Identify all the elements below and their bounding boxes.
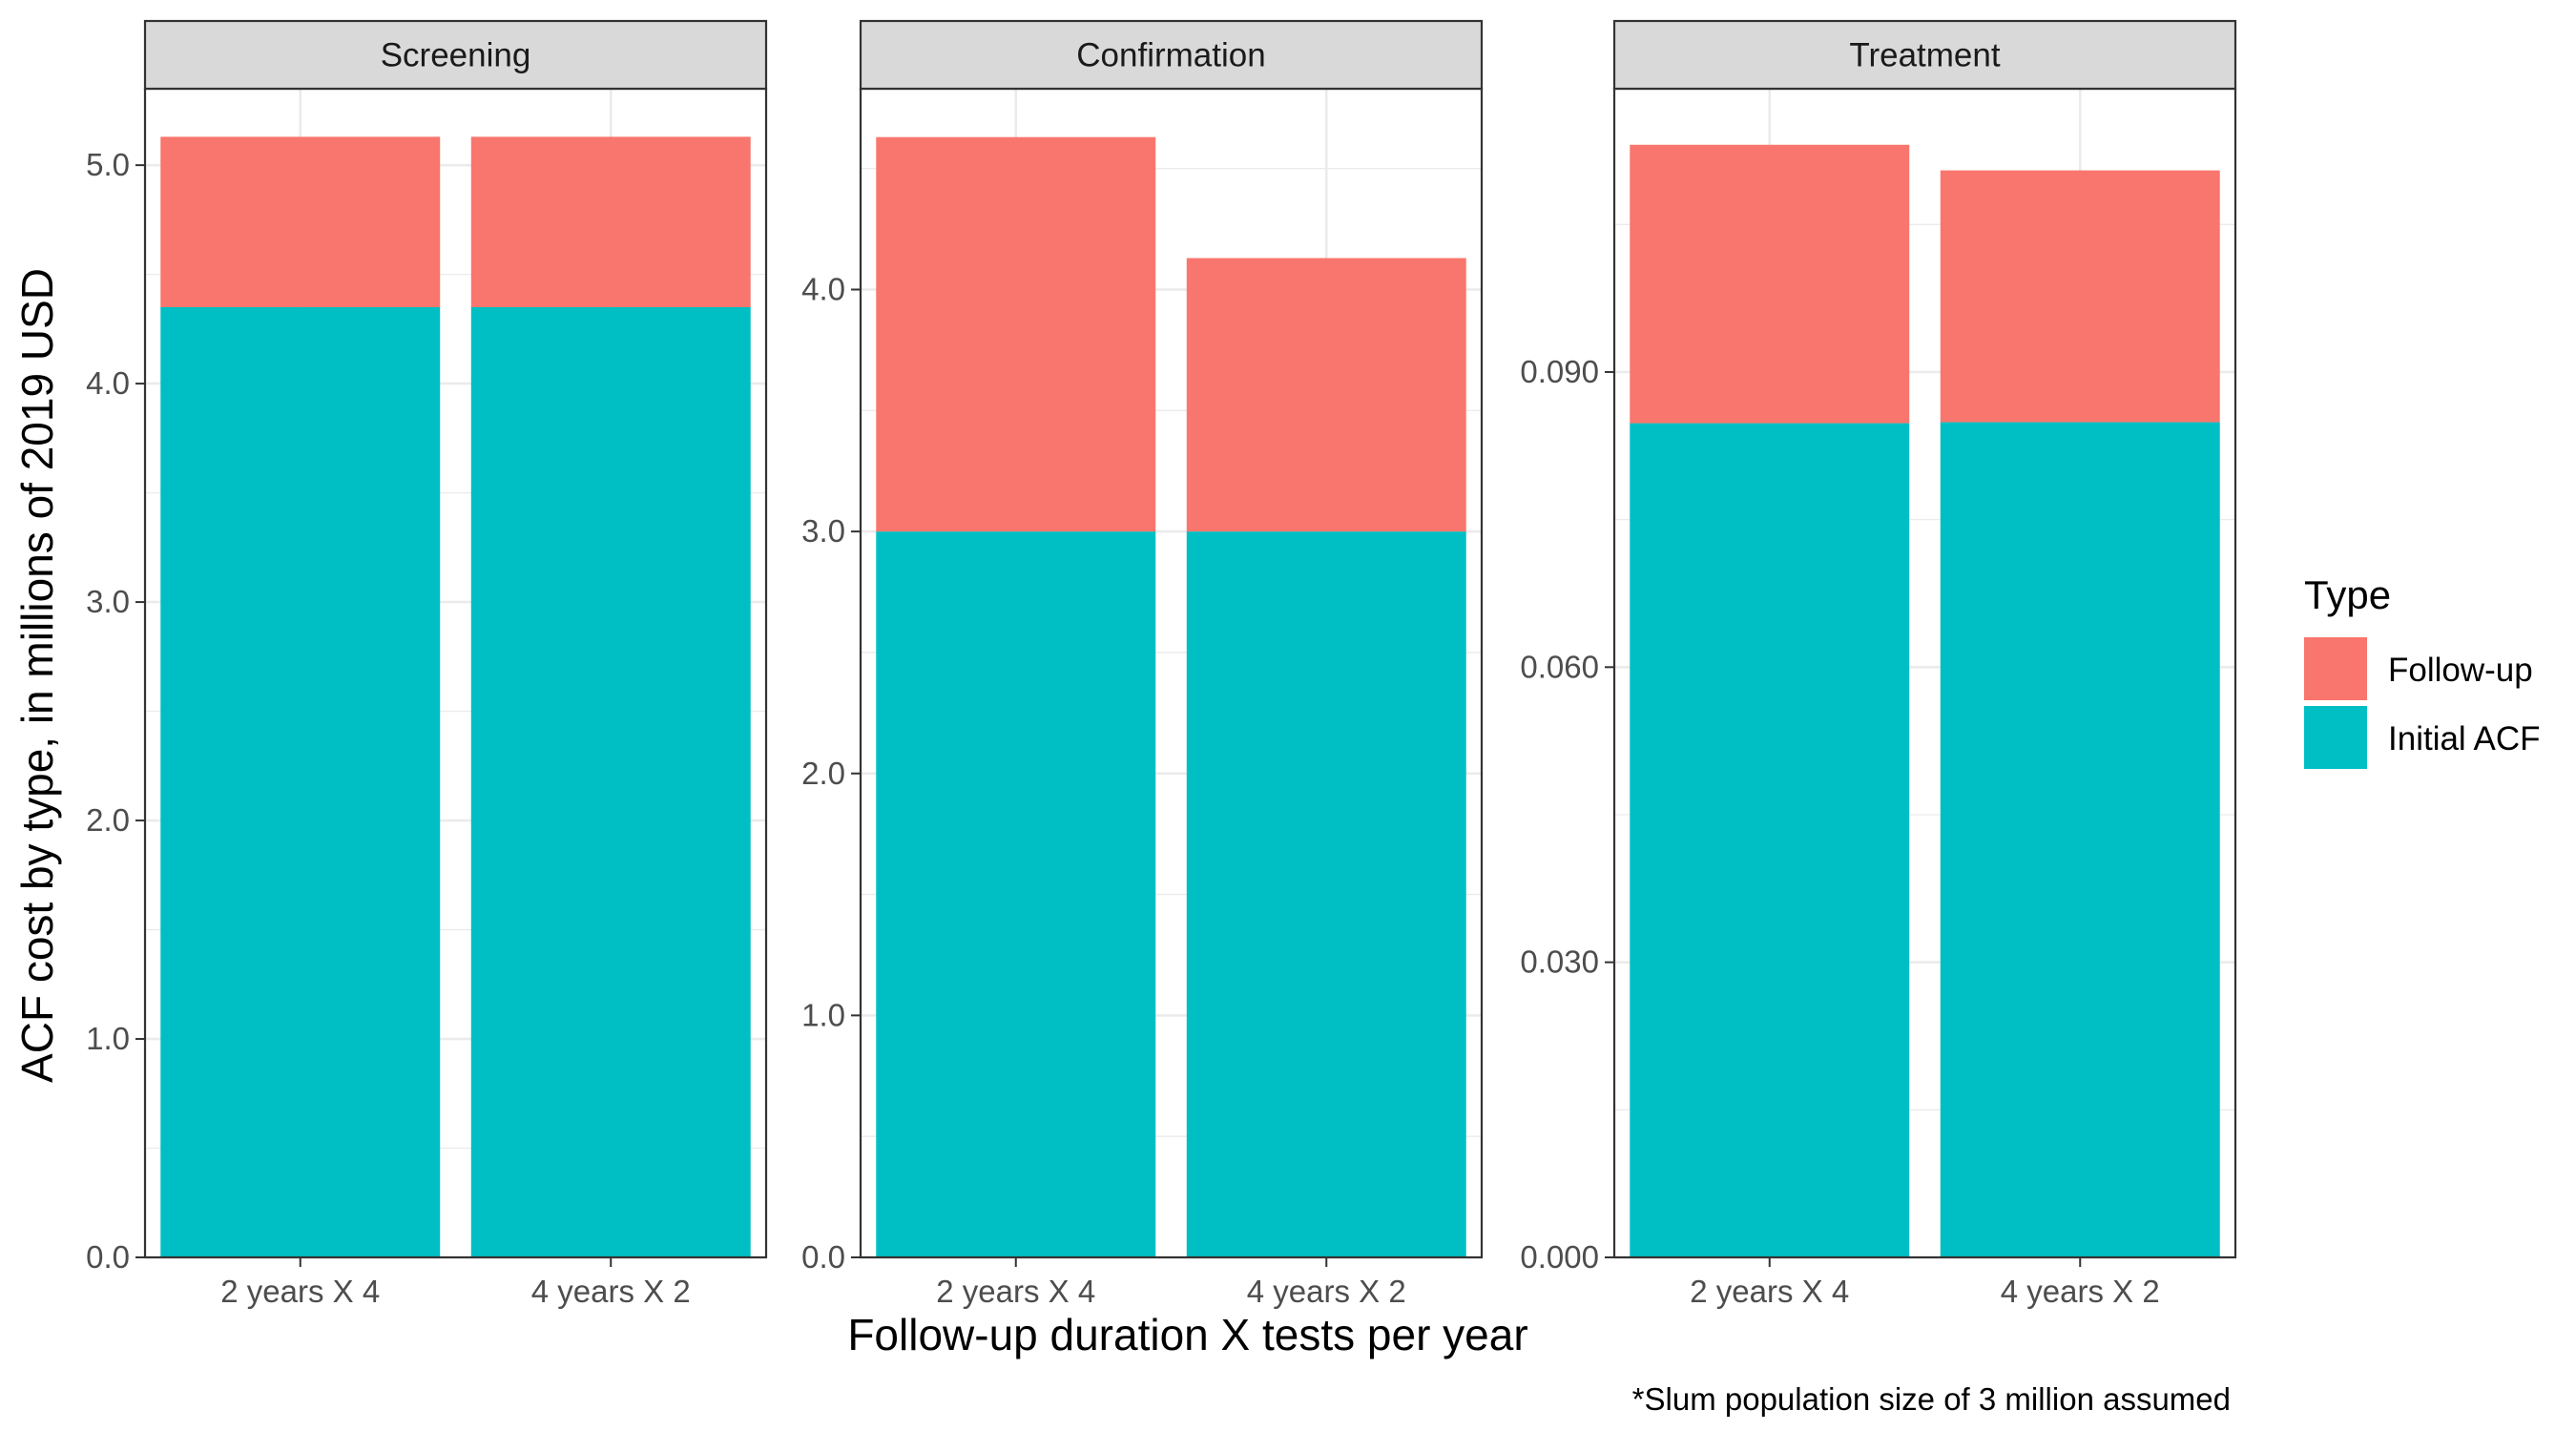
bar-initial-acf-4-years-x-2 xyxy=(1186,531,1466,1257)
y-tick-label: 4.0 xyxy=(801,272,845,307)
legend-label-initial-acf: Initial ACF xyxy=(2388,720,2541,757)
legend-swatch-follow-up xyxy=(2304,637,2367,700)
panel-confirmation: 0.0 1.0 2.0 3.0 4.0 2 years X 4 4 years X 2 Con… xyxy=(801,19,1484,1309)
y-tick-label: 1.0 xyxy=(801,997,845,1032)
y-tick-label: 0.0 xyxy=(801,1239,845,1275)
y-tick-label: 0.090 xyxy=(1520,354,1599,389)
y-tick-label: 0.0 xyxy=(86,1239,130,1275)
bar-follow-up-2-years-x-4 xyxy=(1630,144,1910,424)
bar-initial-acf-2-years-x-4 xyxy=(160,306,441,1258)
y-tick-label: 0.030 xyxy=(1520,944,1599,980)
x-tick-label: 4 years X 2 xyxy=(531,1274,691,1309)
panels-layer: 0.0 1.0 2.0 3.0 4.0 5.0 2 years X 4 4 years X 2… xyxy=(86,19,2237,1309)
legend-title: Type xyxy=(2304,572,2391,617)
y-tick-label: 0.000 xyxy=(1520,1239,1599,1275)
y-tick-label: 5.0 xyxy=(86,147,130,182)
x-tick-label: 4 years X 2 xyxy=(1247,1274,1406,1309)
bar-follow-up-2-years-x-4 xyxy=(876,136,1156,532)
y-tick-label: 2.0 xyxy=(801,756,845,791)
x-tick-label: 2 years X 4 xyxy=(936,1274,1095,1309)
panel-treatment: 0.000 0.030 0.060 0.090 2 years X 4 4 years X… xyxy=(1520,19,2237,1309)
y-tick-label: 4.0 xyxy=(86,365,130,401)
x-tick-label: 4 years X 2 xyxy=(2001,1274,2160,1309)
bar-initial-acf-4-years-x-2 xyxy=(470,306,751,1258)
x-axis-title: Follow-up duration X tests per year xyxy=(847,1310,1527,1359)
bar-follow-up-4-years-x-2 xyxy=(470,136,751,307)
bar-initial-acf-2-years-x-4 xyxy=(1630,423,1910,1257)
strip-confirmation xyxy=(859,19,1484,91)
legend-label-follow-up: Follow-up xyxy=(2388,652,2533,689)
y-tick-label: 2.0 xyxy=(86,802,130,838)
strip-treatment xyxy=(1612,19,2237,91)
bar-follow-up-4-years-x-2 xyxy=(1940,170,2220,423)
bar-follow-up-2-years-x-4 xyxy=(160,136,441,307)
legend-swatch-initial-acf xyxy=(2304,706,2367,769)
caption: *Slum population size of 3 million assum… xyxy=(1632,1381,2231,1417)
y-tick-label: 3.0 xyxy=(801,513,845,549)
y-axis-title: ACF cost by type, in millions of 2019 US… xyxy=(12,268,62,1083)
bar-initial-acf-2-years-x-4 xyxy=(876,531,1156,1257)
strip-label-screening: Screening xyxy=(381,37,531,74)
strip-screening xyxy=(143,19,768,91)
x-tick-label: 2 years X 4 xyxy=(1690,1274,1849,1309)
bar-initial-acf-4-years-x-2 xyxy=(1940,422,2220,1257)
y-tick-label: 3.0 xyxy=(86,584,130,619)
bar-follow-up-4-years-x-2 xyxy=(1186,258,1466,532)
x-tick-label: 2 years X 4 xyxy=(220,1274,380,1309)
strip-label-treatment: Treatment xyxy=(1849,37,2000,74)
y-tick-label: 0.060 xyxy=(1520,649,1599,684)
strip-label-confirmation: Confirmation xyxy=(1076,37,1265,74)
y-tick-label: 1.0 xyxy=(86,1021,130,1056)
legend: Type Follow-up Initial ACF xyxy=(2304,572,2541,769)
panel-screening: 0.0 1.0 2.0 3.0 4.0 5.0 2 years X 4 4 years X 2… xyxy=(86,19,768,1309)
